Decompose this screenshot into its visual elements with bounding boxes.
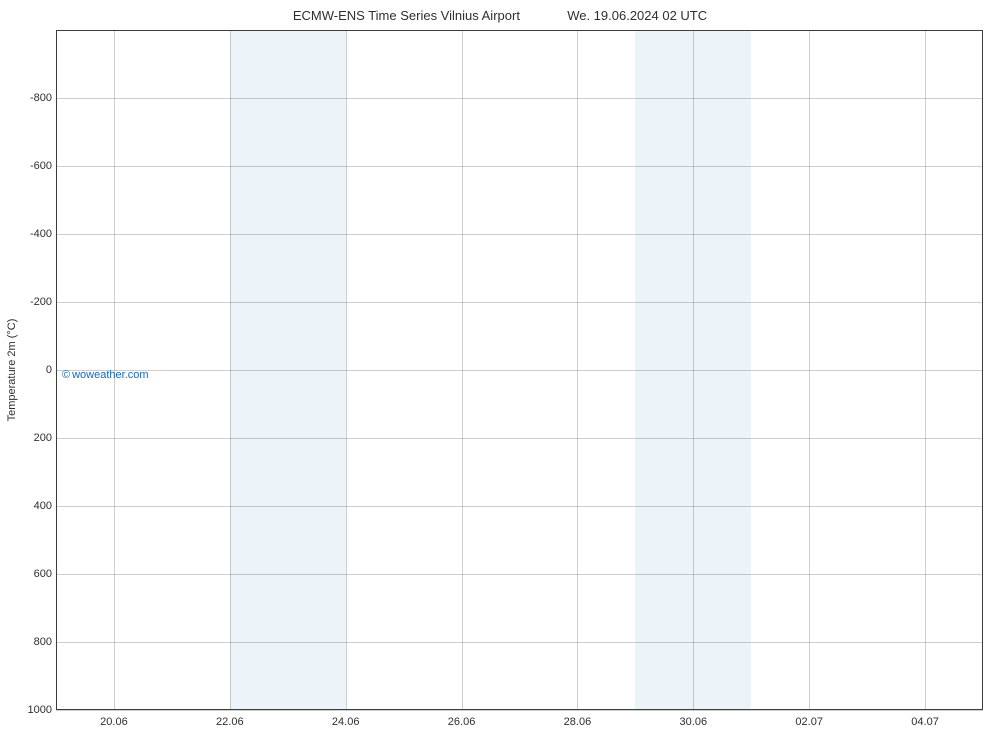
- copyright-icon: ©: [62, 369, 70, 381]
- gridline-vertical: [230, 30, 231, 710]
- y-tick-label: 600: [34, 568, 52, 580]
- y-tick-label: 800: [34, 636, 52, 648]
- x-tick-label: 26.06: [448, 716, 476, 728]
- x-tick-label: 22.06: [216, 716, 244, 728]
- gridline-horizontal: [56, 98, 983, 99]
- gridline-vertical: [925, 30, 926, 710]
- gridline-horizontal: [56, 302, 983, 303]
- gridline-vertical: [693, 30, 694, 710]
- gridline-horizontal: [56, 506, 983, 507]
- x-tick-label: 04.07: [911, 716, 939, 728]
- chart-container: ECMW-ENS Time Series Vilnius Airport We.…: [0, 0, 1000, 733]
- y-tick-label: -800: [30, 92, 52, 104]
- x-tick-label: 28.06: [564, 716, 592, 728]
- chart-title: ECMW-ENS Time Series Vilnius Airport We.…: [0, 8, 1000, 23]
- gridline-horizontal: [56, 574, 983, 575]
- gridline-horizontal: [56, 370, 983, 371]
- x-tick-label: 24.06: [332, 716, 360, 728]
- gridline-horizontal: [56, 166, 983, 167]
- y-tick-label: -200: [30, 296, 52, 308]
- gridline-horizontal: [56, 642, 983, 643]
- gridline-vertical: [462, 30, 463, 710]
- y-tick-label: 1000: [28, 704, 52, 716]
- x-tick-label: 30.06: [680, 716, 708, 728]
- y-tick-label: 400: [34, 500, 52, 512]
- y-tick-label: -600: [30, 160, 52, 172]
- gridline-horizontal: [56, 438, 983, 439]
- gridline-vertical: [577, 30, 578, 710]
- y-axis-label: Temperature 2m (°C): [6, 319, 18, 422]
- x-tick-label: 02.07: [795, 716, 823, 728]
- title-right: We. 19.06.2024 02 UTC: [567, 8, 707, 23]
- y-tick-label: 0: [46, 364, 52, 376]
- watermark: ©woweather.com: [62, 369, 149, 381]
- y-tick-label: -400: [30, 228, 52, 240]
- gridline-horizontal: [56, 710, 983, 711]
- gridline-horizontal: [56, 234, 983, 235]
- y-tick-label: 200: [34, 432, 52, 444]
- gridline-vertical: [809, 30, 810, 710]
- gridline-vertical: [346, 30, 347, 710]
- plot-area: [56, 30, 983, 710]
- watermark-text: woweather.com: [72, 369, 148, 381]
- title-left: ECMW-ENS Time Series Vilnius Airport: [293, 8, 520, 23]
- x-tick-label: 20.06: [100, 716, 128, 728]
